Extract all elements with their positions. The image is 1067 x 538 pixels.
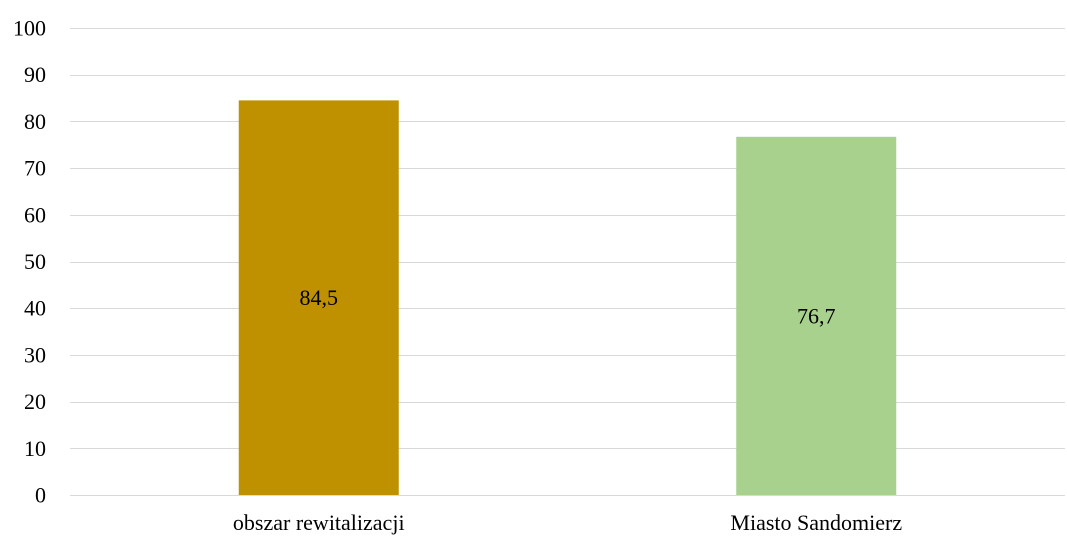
y-tick-label: 20	[24, 389, 46, 414]
y-tick-label: 80	[24, 109, 46, 134]
y-tick-label: 40	[24, 296, 46, 321]
y-tick-label: 100	[13, 16, 46, 41]
data-labels: 84,5 76,7	[300, 285, 836, 328]
category-labels: obszar rewitalizacji Miasto Sandomierz	[233, 510, 902, 535]
bar-value-label: 76,7	[797, 303, 836, 328]
bar	[238, 100, 399, 495]
bar-value-label: 84,5	[300, 285, 339, 310]
y-tick-label: 70	[24, 156, 46, 181]
y-tick-label: 60	[24, 202, 46, 227]
category-label: obszar rewitalizacji	[233, 510, 405, 535]
y-tick-label: 0	[35, 483, 46, 508]
bar	[736, 136, 897, 495]
bars	[238, 100, 897, 495]
y-tick-label: 10	[24, 436, 46, 461]
category-label: Miasto Sandomierz	[730, 510, 902, 535]
y-axis-ticks: 0 10 20 30 40 50 60 70 80 90 100	[13, 16, 46, 508]
gridlines	[70, 28, 1065, 496]
y-tick-label: 30	[24, 342, 46, 367]
y-tick-label: 50	[24, 249, 46, 274]
y-tick-label: 90	[24, 62, 46, 87]
